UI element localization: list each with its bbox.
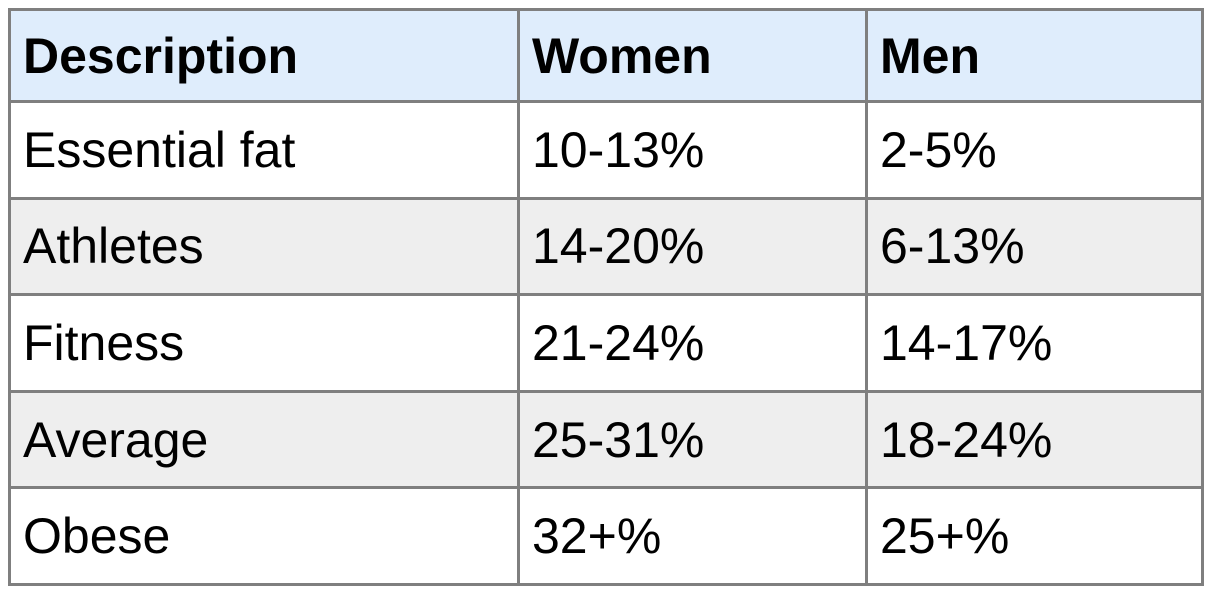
cell-women: 32+%: [517, 486, 868, 586]
header-women: Women: [517, 8, 868, 103]
cell-description: Essential fat: [8, 100, 520, 200]
cell-men: 6-13%: [865, 196, 1204, 297]
body-fat-table: Description Women Men Essential fat 10-1…: [8, 8, 1204, 586]
cell-men: 2-5%: [865, 100, 1204, 200]
table-row: Fitness 21-24% 14-17%: [8, 293, 1204, 393]
cell-description: Athletes: [8, 196, 520, 297]
table-row: Obese 32+% 25+%: [8, 486, 1204, 586]
cell-men: 14-17%: [865, 293, 1204, 393]
cell-women: 10-13%: [517, 100, 868, 200]
header-description: Description: [8, 8, 520, 103]
cell-description: Obese: [8, 486, 520, 586]
cell-men: 25+%: [865, 486, 1204, 586]
table-row: Athletes 14-20% 6-13%: [8, 196, 1204, 297]
cell-women: 14-20%: [517, 196, 868, 297]
table-row: Essential fat 10-13% 2-5%: [8, 100, 1204, 200]
cell-description: Fitness: [8, 293, 520, 393]
table-row: Average 25-31% 18-24%: [8, 389, 1204, 490]
cell-women: 25-31%: [517, 389, 868, 490]
table-container: Description Women Men Essential fat 10-1…: [8, 8, 1204, 586]
header-men: Men: [865, 8, 1204, 103]
table-header-row: Description Women Men: [8, 8, 1204, 103]
cell-description: Average: [8, 389, 520, 490]
cell-men: 18-24%: [865, 389, 1204, 490]
cell-women: 21-24%: [517, 293, 868, 393]
